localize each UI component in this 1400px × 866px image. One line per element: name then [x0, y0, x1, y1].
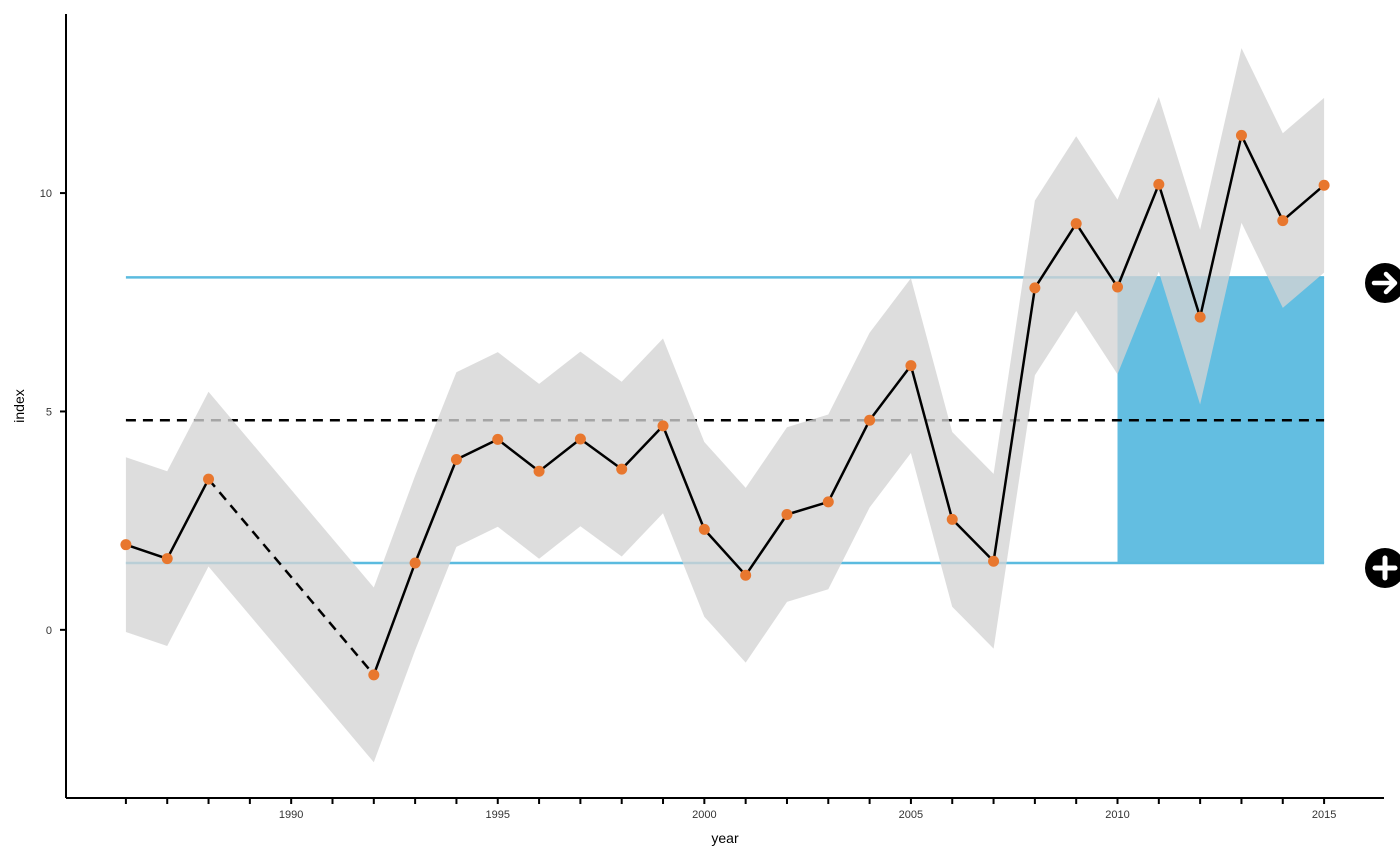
- data-point: [698, 523, 710, 535]
- data-point: [368, 669, 380, 681]
- y-tick-label: 0: [46, 625, 52, 637]
- data-point: [988, 555, 1000, 567]
- x-axis-tick-labels: 1990 1995 2000 2005 2010 2015: [279, 809, 1336, 821]
- data-points-layer: [120, 129, 1330, 681]
- axes: 1990 1995 2000 2005 2010 2015 0 5 10: [40, 14, 1384, 821]
- data-point: [1318, 179, 1330, 191]
- data-point: [946, 513, 958, 525]
- y-tick-label: 10: [40, 188, 52, 200]
- series-line-segment: [372, 134, 1325, 676]
- y-axis-title: index: [11, 389, 27, 422]
- data-point: [120, 539, 132, 551]
- data-point: [1235, 129, 1247, 141]
- data-point: [574, 433, 586, 445]
- plus-icon[interactable]: [1365, 548, 1400, 588]
- x-tick-label: 1995: [486, 809, 510, 821]
- data-point: [740, 569, 752, 581]
- data-point: [1112, 281, 1124, 293]
- data-point: [616, 463, 628, 475]
- data-point: [1029, 282, 1041, 294]
- confidence-ribbon-layer: [125, 48, 1325, 763]
- data-point: [1194, 311, 1206, 323]
- data-point: [533, 465, 545, 477]
- data-point: [905, 360, 917, 372]
- data-point: [864, 414, 876, 426]
- y-tick-label: 5: [46, 406, 52, 418]
- data-point: [781, 509, 793, 521]
- data-point: [161, 553, 173, 565]
- y-axis-ticks: [60, 192, 66, 631]
- x-axis-title: year: [711, 830, 739, 846]
- data-point: [657, 420, 669, 432]
- data-point: [409, 557, 421, 569]
- x-tick-label: 1990: [279, 809, 303, 821]
- data-point: [450, 454, 462, 466]
- x-tick-label: 2010: [1105, 809, 1129, 821]
- x-tick-label: 2005: [899, 809, 923, 821]
- confidence-ribbon: [125, 48, 1325, 763]
- x-tick-label: 2000: [692, 809, 716, 821]
- x-tick-label: 2015: [1312, 809, 1336, 821]
- data-point: [1153, 178, 1165, 190]
- data-point: [492, 433, 504, 445]
- x-axis-ticks: [124, 798, 1326, 804]
- y-axis-tick-labels: 0 5 10: [40, 188, 52, 637]
- arrow-right-icon[interactable]: [1365, 263, 1400, 303]
- data-point: [822, 496, 834, 508]
- data-point: [1277, 215, 1289, 227]
- data-point: [203, 473, 215, 485]
- series-line-gap: [207, 478, 375, 676]
- data-point: [1070, 218, 1082, 230]
